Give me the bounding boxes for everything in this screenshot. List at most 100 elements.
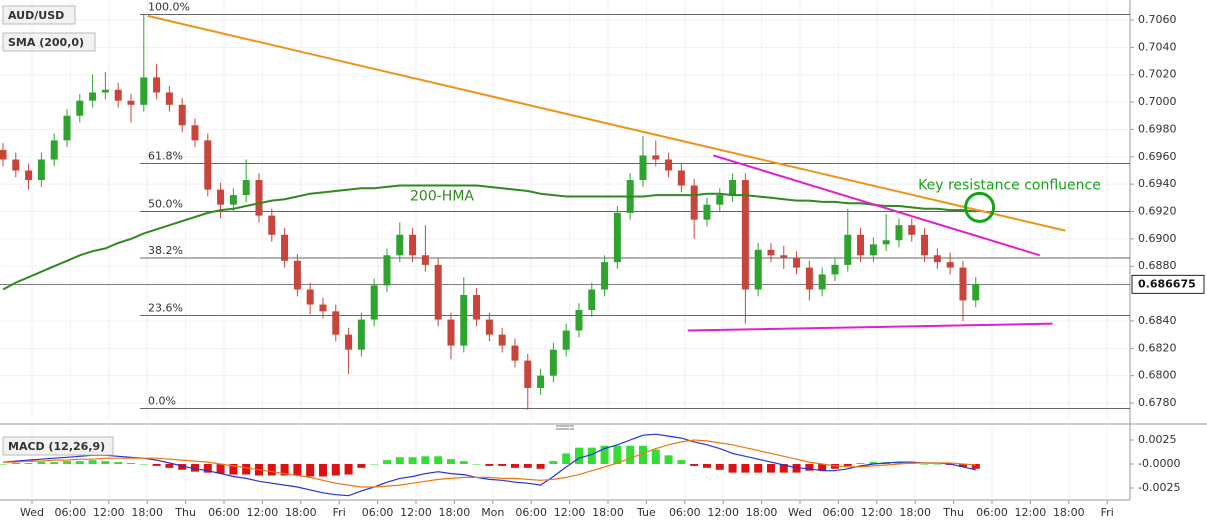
x-tick-label: Tue <box>636 506 656 519</box>
macd-histogram-bar <box>958 463 967 467</box>
macd-histogram-bar <box>664 455 673 464</box>
macd-line <box>2 433 976 497</box>
candle-body <box>613 212 621 263</box>
candle-body <box>933 255 941 263</box>
candle-body <box>780 255 788 259</box>
macd-badge[interactable]: MACD (12,26,9) <box>2 436 114 456</box>
x-tick-label: 06:00 <box>823 506 855 519</box>
signal-line <box>3 439 976 488</box>
macd-histogram-bar <box>229 463 238 475</box>
symbol-label: AUD/USD <box>8 9 64 22</box>
y-tick-label: 0.7000 <box>1138 95 1177 108</box>
grid-layer <box>0 0 1130 500</box>
y-tick-label: 0.7020 <box>1138 68 1177 81</box>
y-tick-label: 0.6780 <box>1138 396 1177 409</box>
x-tick-label: 18:00 <box>439 506 471 519</box>
macd-histogram-bar <box>408 457 417 464</box>
fib-label: 61.8% <box>148 150 183 163</box>
candle-body <box>857 234 865 256</box>
macd-histogram-bar <box>779 463 788 473</box>
candle-body <box>511 345 519 361</box>
x-tick-label: Thu <box>174 506 196 519</box>
candle-body <box>255 180 263 216</box>
x-tick-label: Thu <box>942 506 964 519</box>
x-tick-label: 12:00 <box>861 506 893 519</box>
macd-histogram-bar <box>434 456 443 464</box>
macd-histogram-bar <box>472 463 481 465</box>
trendline <box>687 322 1053 332</box>
macd-histogram-bar <box>0 463 7 465</box>
macd-histogram-bar <box>190 463 199 472</box>
x-tick-label: 06:00 <box>362 506 394 519</box>
x-tick-label: 12:00 <box>93 506 125 519</box>
candle-body <box>690 185 698 220</box>
macd-histogram-bar <box>690 463 699 466</box>
candle-body <box>601 262 609 290</box>
x-tick-label: Fri <box>1101 506 1114 519</box>
candle-body <box>396 234 404 256</box>
candle-body <box>383 255 391 286</box>
x-tick-label: 12:00 <box>554 506 586 519</box>
candle-body <box>204 140 212 190</box>
candle-body <box>741 180 749 290</box>
candle-body <box>345 334 353 350</box>
candle-body <box>447 319 455 346</box>
x-tick-label: 12:00 <box>247 506 279 519</box>
candle-body <box>37 159 45 181</box>
candle-body <box>524 360 532 388</box>
candle-body <box>153 77 161 93</box>
fib-label: 23.6% <box>148 301 183 314</box>
candle-body <box>357 319 365 350</box>
x-tick-label: Wed <box>20 506 44 519</box>
candle-body <box>229 195 237 205</box>
fib-label: 0.0% <box>148 395 176 408</box>
macd-y-tick-label: -0.0000 <box>1138 457 1180 470</box>
macd-histogram-bar <box>280 463 289 476</box>
candle-body <box>882 240 890 245</box>
indicator-label: SMA (200,0) <box>8 36 84 49</box>
macd-histogram-bar <box>370 463 379 465</box>
candle-body <box>537 375 545 388</box>
x-tick-label: 06:00 <box>55 506 87 519</box>
candle-body <box>63 115 71 141</box>
macd-histogram-bar <box>600 445 609 464</box>
indicator-badge[interactable]: SMA (200,0) <box>2 32 96 52</box>
candle-body <box>473 294 481 320</box>
macd-histogram-bar <box>114 462 123 464</box>
candle-body <box>767 249 775 256</box>
candle-body <box>89 92 97 101</box>
symbol-badge[interactable]: AUD/USD <box>2 5 76 25</box>
candle-body <box>25 170 33 181</box>
macd-histogram-bar <box>11 463 20 464</box>
macd-histogram-bar <box>165 463 174 468</box>
macd-histogram-bar <box>357 463 366 468</box>
y-tick-label: 0.6900 <box>1138 232 1177 245</box>
candle-body <box>409 234 417 256</box>
macd-histogram-bar <box>702 463 711 468</box>
macd-histogram-bar <box>24 463 33 464</box>
x-tick-label: 18:00 <box>1053 506 1085 519</box>
candle-body <box>498 334 506 346</box>
macd-histogram-bar <box>139 463 148 465</box>
macd-histogram-bar <box>613 445 622 464</box>
candle-body <box>101 89 109 93</box>
x-tick-label: 12:00 <box>400 506 432 519</box>
candle-body <box>754 249 762 290</box>
macd-histogram-bar <box>216 463 225 474</box>
candle-body <box>818 274 826 290</box>
macd-histogram-bar <box>574 447 583 464</box>
x-tick-label: 18:00 <box>131 506 163 519</box>
candle-body <box>703 204 711 220</box>
separator-handle[interactable] <box>556 425 574 430</box>
candle-body <box>549 349 557 376</box>
macd-histogram-bar <box>485 463 494 466</box>
candle-body <box>191 125 199 141</box>
macd-histogram-bar <box>638 445 647 464</box>
candle-body <box>716 195 724 205</box>
macd-histogram-bar <box>971 463 980 469</box>
candle-body <box>76 100 84 116</box>
macd-histogram-bar <box>267 463 276 476</box>
macd-layer <box>0 433 980 497</box>
candle-body <box>434 264 442 320</box>
macd-histogram-bar <box>805 463 814 471</box>
